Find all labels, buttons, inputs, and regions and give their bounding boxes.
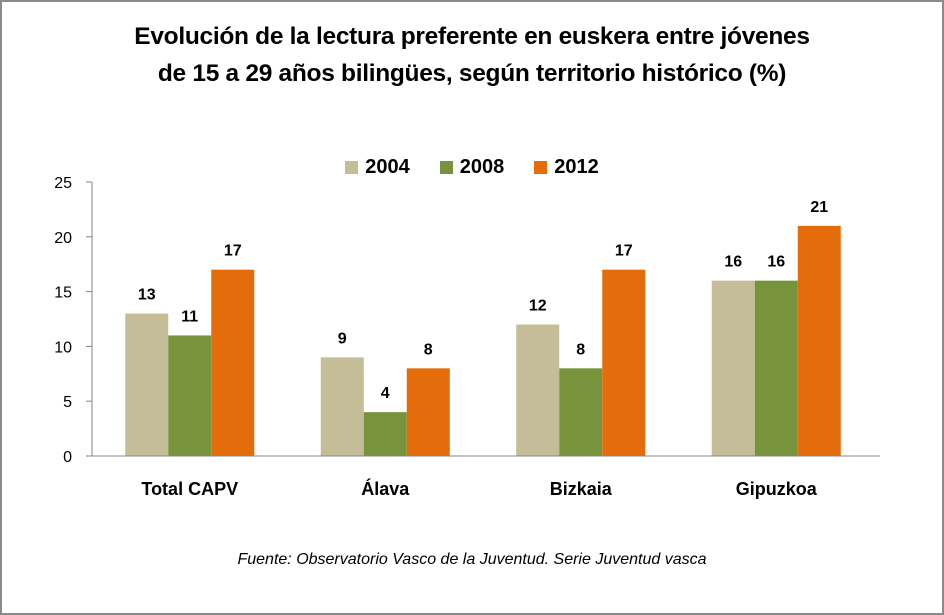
legend-label-2004: 2004 bbox=[365, 156, 410, 178]
legend-label-2008: 2008 bbox=[459, 156, 505, 178]
bar-2012 bbox=[211, 269, 255, 456]
legend-swatch-2008 bbox=[439, 161, 453, 174]
legend-swatch-2012 bbox=[534, 161, 548, 174]
chart-title-line-2: de 15 a 29 años bilingües, según territo… bbox=[157, 60, 787, 87]
y-tick-label: 5 bbox=[63, 394, 72, 411]
bar-2012 bbox=[797, 225, 841, 456]
bar-2008 bbox=[754, 280, 798, 456]
bar-2012 bbox=[602, 269, 646, 456]
legend-item-2004: 2004 bbox=[345, 156, 410, 179]
data-label-2004: 12 bbox=[529, 297, 547, 314]
y-tick-label: 0 bbox=[63, 449, 72, 466]
data-label-2008: 16 bbox=[767, 254, 785, 271]
data-label-2004: 9 bbox=[338, 330, 347, 347]
legend-swatch-2004 bbox=[345, 161, 359, 174]
data-label-2012: 17 bbox=[615, 243, 633, 260]
bar-2004 bbox=[125, 313, 169, 456]
data-label-2004: 13 bbox=[138, 287, 156, 304]
y-tick-label: 15 bbox=[54, 285, 72, 302]
bar-2008 bbox=[168, 335, 212, 456]
x-category-label: Álava bbox=[361, 478, 410, 499]
y-tick-label: 25 bbox=[54, 175, 72, 192]
bar-2008 bbox=[559, 368, 603, 456]
x-category-label: Gipuzkoa bbox=[736, 479, 818, 499]
data-label-2008: 4 bbox=[381, 385, 390, 402]
data-label-2008: 8 bbox=[576, 341, 585, 358]
legend-item-2008: 2008 bbox=[439, 156, 505, 179]
x-category-label: Bizkaia bbox=[550, 479, 613, 499]
y-tick-label: 10 bbox=[54, 339, 72, 356]
legend: 2004 2008 2012 bbox=[0, 156, 944, 179]
chart-title: Evolución de la lectura preferente en eu… bbox=[0, 18, 944, 92]
data-label-2012: 8 bbox=[424, 341, 433, 358]
x-category-label: Total CAPV bbox=[141, 479, 238, 499]
legend-label-2012: 2012 bbox=[554, 156, 599, 178]
bar-2004 bbox=[711, 280, 755, 456]
bar-2004 bbox=[516, 324, 560, 456]
bar-2004 bbox=[320, 357, 364, 456]
bar-2012 bbox=[406, 368, 450, 456]
data-label-2012: 17 bbox=[224, 243, 242, 260]
data-label-2008: 11 bbox=[181, 308, 198, 325]
source-note: Fuente: Observatorio Vasco de la Juventu… bbox=[237, 551, 707, 568]
data-label-2004: 16 bbox=[724, 254, 742, 271]
y-tick-label: 20 bbox=[54, 230, 72, 247]
chart-title-line-1: Evolución de la lectura preferente en eu… bbox=[134, 23, 810, 50]
legend-item-2012: 2012 bbox=[534, 156, 599, 179]
bar-2008 bbox=[363, 412, 407, 456]
data-label-2012: 21 bbox=[810, 199, 828, 216]
